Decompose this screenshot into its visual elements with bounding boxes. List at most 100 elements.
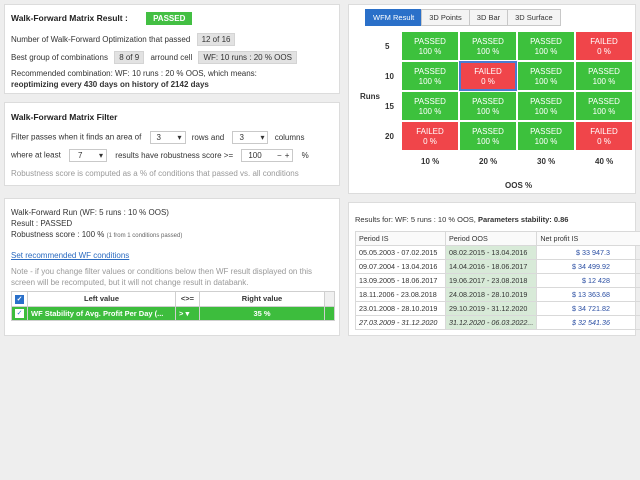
condition-operator-value: > (179, 308, 184, 318)
passed-count-label: Number of Walk-Forward Optimization that… (11, 35, 191, 44)
matrix-cell-status: PASSED (530, 37, 562, 46)
scrollbar[interactable] (324, 291, 335, 307)
matrix-col-label: 40 % (595, 157, 614, 166)
filter-line2-b: results have robustness score >= (115, 150, 234, 160)
matrix-cell-status: PASSED (588, 97, 620, 106)
table-row[interactable]: 05.05.2003 - 07.02.2015 08.02.2015 - 13.0… (355, 245, 640, 260)
tab-3d-bar[interactable]: 3D Bar (468, 9, 509, 26)
status-badge: PASSED (146, 12, 193, 25)
condition-operator[interactable]: > ▾ (175, 305, 200, 322)
wfm-result-title: Walk-Forward Matrix Result : (11, 13, 128, 23)
filter-title: Walk-Forward Matrix Filter (11, 112, 118, 122)
matrix-cell[interactable]: PASSED 100 % (575, 61, 633, 91)
condition-checkbox[interactable]: ✓ (11, 305, 28, 322)
col-operator: <>= (175, 291, 200, 307)
select-all-checkbox[interactable]: ✓ (11, 291, 28, 307)
matrix-cell-score: 0 % (597, 137, 611, 146)
matrix-cell-score: 0 % (597, 47, 611, 56)
run-robustness-small: (1 from 1 conditions passed) (106, 233, 183, 239)
matrix-cell-score: 100 % (534, 47, 558, 56)
matrix-cell-status: PASSED (414, 37, 446, 46)
matrix-cell[interactable]: PASSED 100 % (517, 91, 575, 121)
cell-period-is: 27.03.2009 - 31.12.2020 (355, 315, 446, 330)
matrix-cell[interactable]: PASSED 100 % (459, 121, 517, 151)
tab-wfm-result[interactable]: WFM Result (365, 9, 423, 26)
around-cell-label: arround cell (150, 53, 193, 62)
matrix-cell-score: 100 % (534, 107, 558, 116)
matrix-cell[interactable]: PASSED 100 % (517, 61, 575, 91)
col-net-profit-is[interactable]: Net profit IS (536, 231, 640, 246)
matrix-cell-status: PASSED (414, 67, 446, 76)
filter-note: Robustness score is computed as a % of c… (11, 169, 299, 178)
matrix-cell[interactable]: FAILED 0 % (401, 121, 459, 151)
score-input[interactable]: 100 + − (241, 149, 294, 162)
table-row[interactable]: 09.07.2004 - 13.04.2016 14.04.2016 - 18.0… (355, 259, 640, 274)
set-recommended-link[interactable]: Set recommended WF conditions (11, 251, 130, 260)
col-right-value: Right value (199, 291, 325, 307)
matrix-row-label: 20 (385, 132, 394, 141)
wfm-matrix-panel: WFM Result 3D Points 3D Bar 3D Surface R… (348, 4, 636, 194)
matrix-cell[interactable]: PASSED 100 % (459, 31, 517, 61)
matrix-col-label: 30 % (537, 157, 556, 166)
matrix-cell[interactable]: PASSED 100 % (401, 31, 459, 61)
matrix-cell-score: 100 % (418, 107, 442, 116)
table-row[interactable]: 13.09.2005 - 18.06.2017 19.06.2017 - 23.0… (355, 273, 640, 288)
condition-left[interactable]: WF Stability of Avg. Profit Per Day (... (27, 305, 176, 322)
table-row[interactable]: 27.03.2009 - 31.12.2020 31.12.2020 - 06.0… (355, 315, 640, 330)
matrix-row-label: 5 (385, 42, 390, 51)
tab-3d-points[interactable]: 3D Points (421, 9, 470, 26)
matrix-cell-score: 100 % (592, 107, 616, 116)
cols-stepper[interactable]: 3 ▾ (232, 131, 269, 144)
runs-axis-label: Runs (360, 92, 380, 101)
results-title: Results for: WF: 5 runs : 10 % OOS, (355, 215, 476, 224)
cell-period-oos: 31.12.2020 - 06.03.2022... (444, 315, 538, 330)
plus-icon[interactable]: + (284, 151, 290, 160)
atleast-value: 7 (78, 151, 83, 160)
cell-net-profit-is: $ 34 499.92 (536, 259, 640, 274)
minus-icon[interactable]: − (277, 151, 282, 160)
condition-row[interactable]: ✓ WF Stability of Avg. Profit Per Day (.… (11, 305, 335, 322)
table-row[interactable]: 23.01.2008 - 28.10.2019 29.10.2019 - 31.1… (355, 301, 640, 316)
oos-axis-label: OOS % (505, 181, 533, 190)
cell-net-profit-is: $ 32 541.36 (536, 315, 640, 330)
matrix-cell[interactable]: PASSED 100 % (517, 31, 575, 61)
matrix-cell[interactable]: PASSED 100 % (459, 91, 517, 121)
matrix-cell-score: 100 % (476, 47, 500, 56)
matrix-cell[interactable]: PASSED 100 % (517, 121, 575, 151)
cell-net-profit-is: $ 12 428 (536, 273, 640, 288)
cell-net-profit-is: $ 13 363.68 (536, 287, 640, 302)
col-period-oos[interactable]: Period OOS (444, 231, 538, 246)
cell-period-is: 13.09.2005 - 18.06.2017 (355, 273, 446, 288)
matrix-cell[interactable]: PASSED 100 % (575, 91, 633, 121)
matrix-cell-status: PASSED (530, 67, 562, 76)
results-body: 05.05.2003 - 07.02.2015 08.02.2015 - 13.0… (355, 245, 640, 330)
matrix-cell[interactable]: PASSED 100 % (401, 91, 459, 121)
chevron-down-icon: ▾ (99, 151, 104, 160)
score-value: 100 (248, 151, 262, 160)
rows-stepper[interactable]: 3 ▾ (149, 131, 186, 144)
matrix-cell[interactable]: FAILED 0 % (459, 61, 517, 91)
condition-right[interactable]: 35 % (199, 305, 325, 322)
matrix-cell-status: PASSED (472, 127, 504, 136)
check-icon: ✓ (15, 309, 24, 319)
cols-value: 3 (239, 133, 244, 142)
parameters-stability: Parameters stability: 0.86 (477, 215, 569, 224)
matrix-cell[interactable]: FAILED 0 % (575, 121, 633, 151)
matrix-cell[interactable]: FAILED 0 % (575, 31, 633, 61)
cell-period-oos: 19.06.2017 - 23.08.2018 (444, 273, 538, 288)
results-panel: Results for: WF: 5 runs : 10 % OOS, Para… (348, 202, 640, 336)
matrix-cell-status: PASSED (472, 37, 504, 46)
run-note: Note - if you change filter values or co… (11, 267, 313, 287)
scrollbar-track[interactable] (324, 305, 335, 322)
cell-period-is: 09.07.2004 - 13.04.2016 (355, 259, 446, 274)
matrix-cell[interactable]: PASSED 100 % (401, 61, 459, 91)
matrix-cell-status: PASSED (530, 127, 562, 136)
filter-line1-c: columns (274, 132, 305, 142)
atleast-stepper[interactable]: 7 ▾ (69, 149, 108, 162)
col-period-is[interactable]: Period IS (355, 231, 446, 246)
tab-3d-surface[interactable]: 3D Surface (507, 9, 561, 26)
score-unit: % (301, 150, 309, 160)
table-row[interactable]: 18.11.2006 - 23.08.2018 24.08.2018 - 28.1… (355, 287, 640, 302)
cell-period-oos: 29.10.2019 - 31.12.2020 (444, 301, 538, 316)
cell-period-oos: 14.04.2016 - 18.06.2017 (444, 259, 538, 274)
